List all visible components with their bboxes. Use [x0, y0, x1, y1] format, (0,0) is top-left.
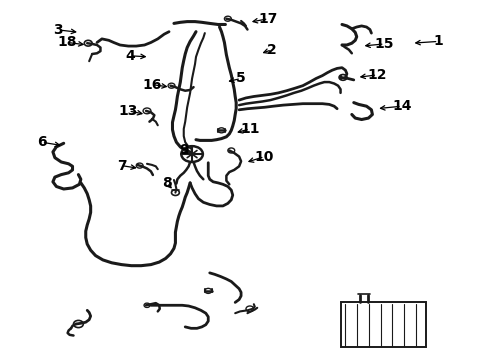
- Text: 9: 9: [179, 144, 189, 157]
- Text: 14: 14: [392, 99, 412, 113]
- Text: 3: 3: [53, 23, 63, 37]
- Text: 16: 16: [142, 78, 162, 91]
- Text: 15: 15: [375, 37, 394, 51]
- Text: 18: 18: [58, 36, 77, 49]
- Text: 7: 7: [117, 159, 126, 172]
- Text: 2: 2: [267, 43, 277, 57]
- Text: 11: 11: [240, 122, 260, 136]
- Text: 6: 6: [37, 135, 47, 149]
- Text: 1: 1: [434, 35, 443, 48]
- Text: 12: 12: [368, 68, 387, 82]
- Text: 10: 10: [255, 150, 274, 163]
- Text: 5: 5: [236, 72, 246, 85]
- Text: 4: 4: [125, 49, 135, 63]
- Text: 13: 13: [119, 104, 138, 118]
- Text: 17: 17: [259, 12, 278, 26]
- Bar: [341, 302, 426, 347]
- Text: 8: 8: [162, 176, 172, 190]
